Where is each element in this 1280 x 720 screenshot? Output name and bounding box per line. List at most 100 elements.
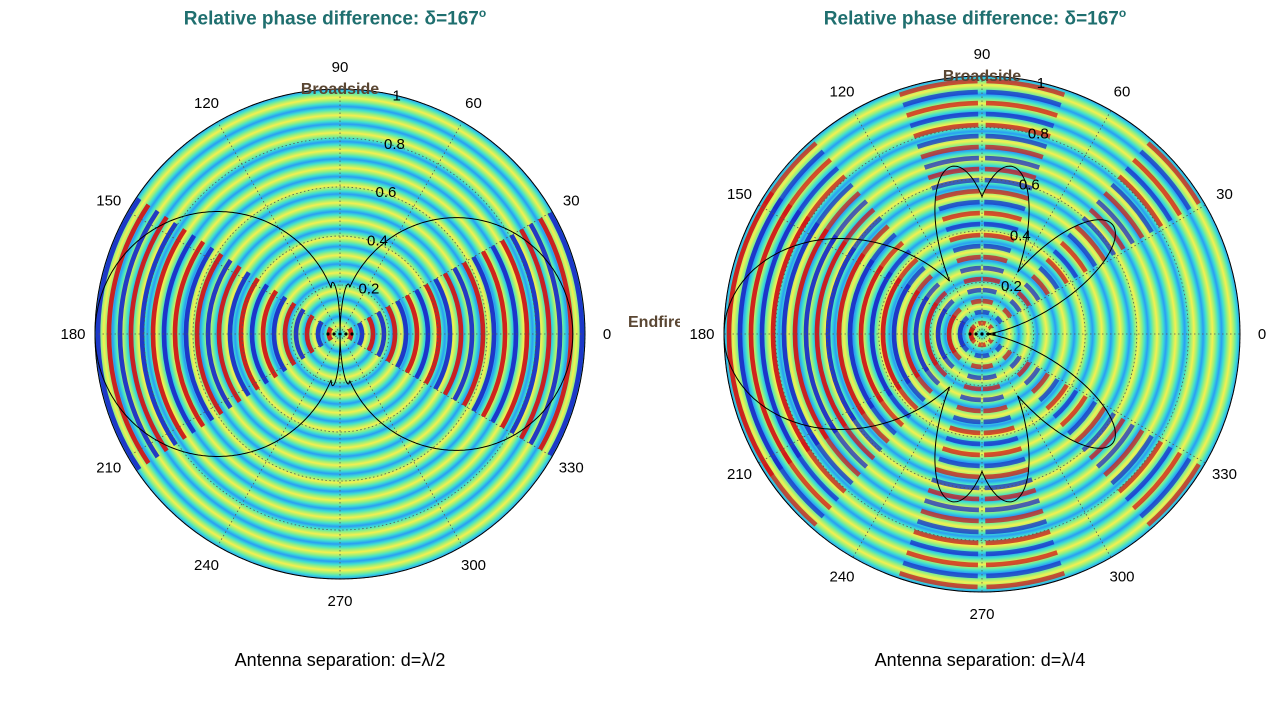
beam-stripe	[880, 277, 902, 391]
beam-stripe	[819, 191, 861, 239]
beam-stripe	[902, 560, 978, 579]
beam-stripe	[932, 290, 948, 307]
beam-stripe	[737, 197, 784, 471]
endfire-label: Endfire	[628, 314, 680, 331]
beam-stripe	[433, 277, 453, 391]
beam-stripe	[966, 373, 982, 381]
beam-stripe	[848, 216, 883, 256]
angle-tick-label: 120	[829, 84, 854, 101]
beam-stripe	[1139, 149, 1192, 211]
broadside-label: Broadside	[301, 81, 379, 98]
grid-circle	[878, 230, 1086, 438]
beam-stripe	[763, 463, 818, 527]
grid-spoke	[758, 204, 983, 335]
beam-stripe	[1045, 383, 1069, 411]
beam-stripe	[909, 111, 979, 129]
beam-stripe	[898, 78, 978, 97]
beam-stripe	[763, 141, 818, 205]
beam-stripe	[904, 378, 926, 403]
beam-stripe	[931, 177, 980, 191]
beam-stripe	[985, 133, 1048, 149]
radial-tick-label: 0.4	[367, 232, 388, 249]
radial-tick-label: 1	[1037, 75, 1045, 92]
beam-stripe	[1095, 423, 1135, 469]
angle-tick-label: 330	[1212, 466, 1237, 483]
beam-stripe	[376, 310, 387, 358]
radiation-pattern	[94, 211, 574, 457]
beam-stripe	[356, 321, 365, 347]
grid-circle	[241, 235, 439, 433]
antenna-element	[968, 332, 972, 336]
beam-stripe	[315, 320, 324, 348]
beam-stripe	[139, 221, 178, 447]
beam-stripe	[1030, 274, 1050, 296]
beam-stripe	[1016, 361, 1032, 378]
beam-stripe	[984, 477, 1033, 491]
beam-stripe	[838, 207, 876, 251]
beam-stripe	[1002, 307, 1013, 319]
beam-stripe	[1132, 157, 1182, 217]
beam-stripe	[984, 456, 1026, 469]
angle-tick-label: 210	[96, 460, 121, 477]
angle-tick-label: 300	[1109, 568, 1134, 585]
beam-stripe	[985, 529, 1051, 546]
beam-stripe	[1074, 406, 1107, 444]
grid-circle	[826, 178, 1138, 490]
beam-stripe	[941, 210, 980, 222]
radiation-pattern	[723, 165, 1116, 503]
beam-stripe	[423, 283, 442, 385]
beam-stripe	[227, 271, 251, 397]
beam-stripe	[913, 295, 930, 373]
beam-stripe	[395, 299, 409, 369]
angle-tick-label: 90	[332, 59, 349, 76]
angle-tick-label: 150	[727, 186, 752, 203]
beam-stripe	[759, 209, 802, 459]
beam-stripe	[913, 122, 979, 139]
antenna-element	[992, 332, 996, 336]
grid-spoke	[127, 211, 341, 335]
beam-stripe	[985, 519, 1048, 535]
grid-spoke	[981, 204, 1206, 335]
beam-stripe	[982, 320, 987, 326]
left-chart-title: Relative phase difference: δ=167o	[183, 6, 487, 30]
angle-tick-label: 30	[1216, 186, 1233, 203]
beam-stripe	[1146, 141, 1201, 205]
beam-stripe	[1030, 372, 1050, 394]
beam-stripe	[923, 282, 941, 302]
angle-tick-label: 270	[327, 593, 352, 610]
radial-tick-label: 0.6	[376, 184, 397, 201]
beam-stripe	[848, 412, 883, 452]
beam-stripe	[1103, 429, 1145, 477]
radial-tick-label: 0.2	[1001, 278, 1022, 295]
beam-stripe	[1052, 389, 1079, 419]
right-polar-plot: 0 30 60 90 120 150 180 210 240 270 300 330 0.2 0.4 0.6…	[689, 46, 1266, 623]
beam-stripe	[982, 383, 1001, 392]
beam-stripe	[982, 276, 1001, 285]
beam-stripe	[885, 249, 912, 279]
beam-stripe	[920, 144, 979, 160]
radial-tick-label: 0.4	[1010, 227, 1031, 244]
beam-stripe	[938, 456, 980, 469]
beam-stripe	[1045, 257, 1069, 285]
beam-stripe	[941, 446, 980, 458]
right-polar-panel: Relative phase difference: δ=167o 0 30 60 9…	[640, 0, 1280, 720]
radial-tick-label: 0.8	[384, 136, 405, 153]
beam-stripe	[249, 283, 269, 385]
beam-stripe	[1146, 463, 1201, 527]
beam-stripe	[994, 344, 1003, 353]
grid-spoke	[339, 121, 463, 335]
beam-stripe	[1124, 166, 1173, 222]
beam-stripe	[982, 298, 994, 306]
radial-tick-label: 1	[393, 88, 401, 105]
beam-stripe	[161, 234, 197, 434]
beam-stripe	[499, 239, 530, 429]
beam-stripe	[956, 404, 981, 414]
grid-spoke	[981, 333, 1112, 558]
beam-stripe	[952, 415, 981, 425]
beam-stripe	[987, 323, 994, 330]
beam-stripe	[984, 177, 1033, 191]
beam-stripe	[819, 429, 861, 477]
angle-tick-label: 180	[60, 326, 85, 343]
beam-stripe	[986, 571, 1066, 590]
